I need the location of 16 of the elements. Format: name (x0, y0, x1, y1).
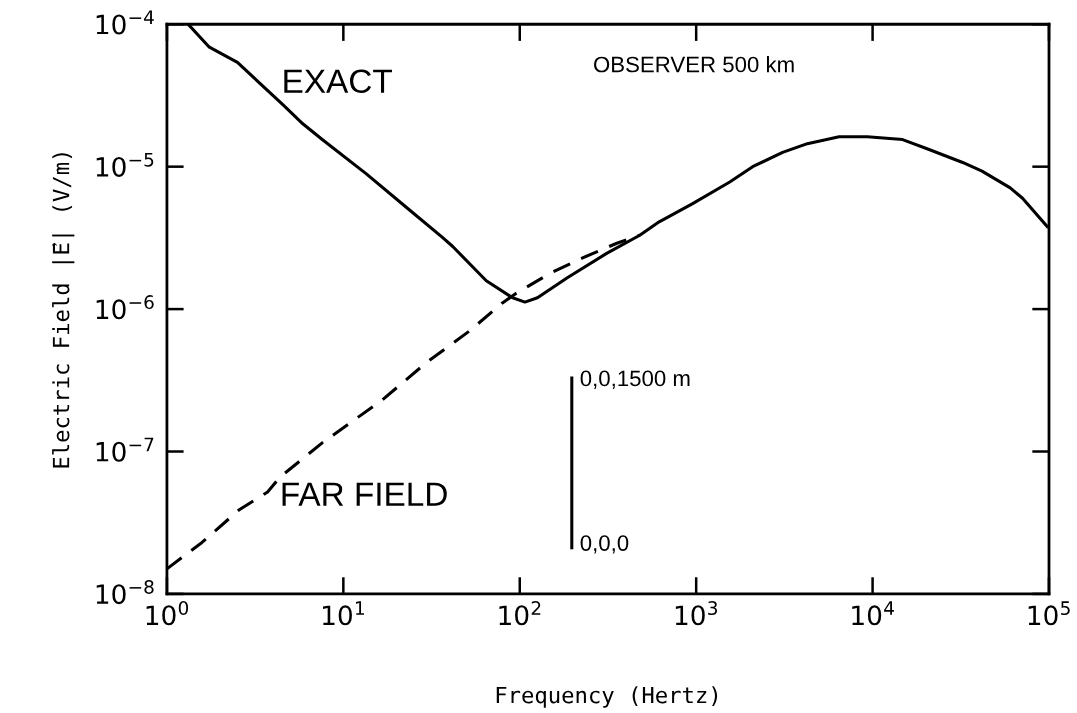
y-tick-label: 10$^{−6}$ (96, 295, 154, 320)
x-tick-label: 10$^{2}$ (499, 601, 541, 626)
x-tick-label: 10$^{3}$ (675, 601, 718, 626)
x-axis-title: Frequency (Hertz) (496, 686, 718, 708)
legend-label: EXACT (284, 69, 392, 94)
x-tick-label: 10$^{4}$ (852, 601, 894, 626)
y-tick-label: 10$^{−5}$ (96, 152, 154, 177)
x-tick-label: 10$^{1}$ (323, 601, 364, 626)
y-tick-label: 10$^{−7}$ (96, 437, 154, 462)
y-tick-label: 10$^{−4}$ (96, 10, 154, 35)
annotation: OBSERVER 500 km (594, 56, 794, 73)
y-axis-title: Electric Field |E⃗| (V/m) (52, 153, 75, 468)
annotation: 0,0,0 (580, 535, 629, 554)
x-tick-label: 10$^{5}$ (1028, 601, 1070, 626)
series-label: FAR FIELD (282, 482, 447, 506)
annotation: 0,0,1500 m (580, 370, 690, 389)
